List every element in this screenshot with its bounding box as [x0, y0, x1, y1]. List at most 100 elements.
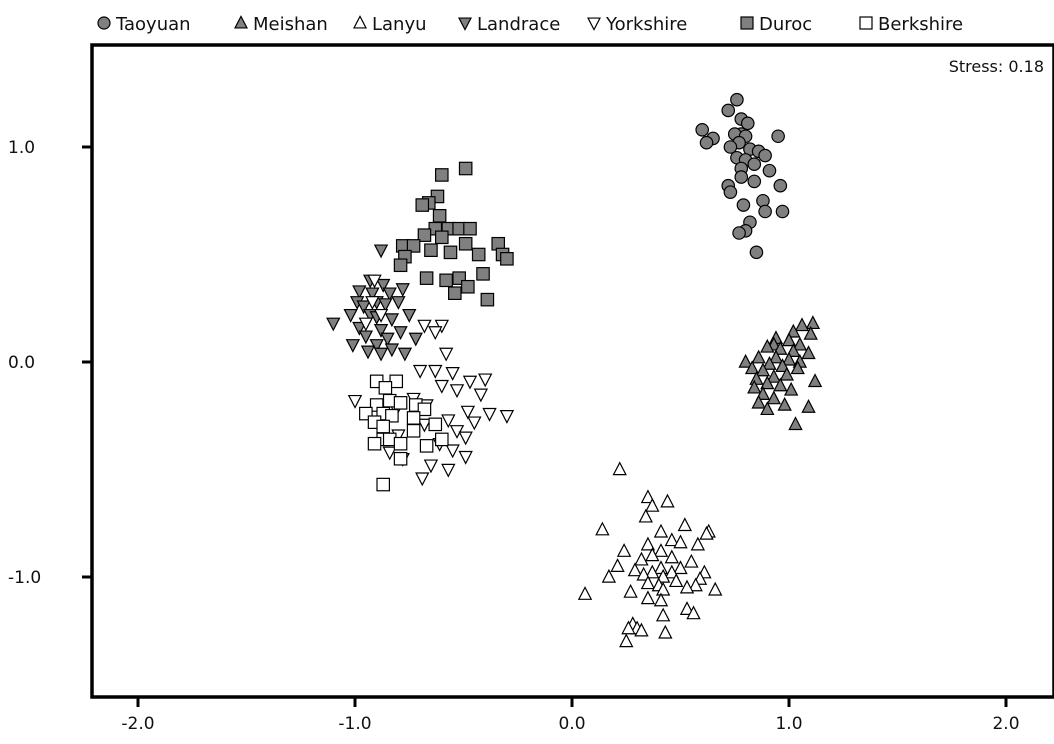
point-meishan	[792, 336, 808, 351]
point-lanyu	[623, 583, 638, 598]
point-meishan	[760, 338, 775, 353]
point-lanyu	[653, 560, 669, 575]
point-lanyu	[577, 586, 593, 600]
point-meishan	[773, 340, 788, 355]
legend-label-yorkshire: Yorkshire	[605, 14, 687, 35]
point-berkshire	[376, 477, 391, 492]
point-meishan	[801, 399, 816, 413]
series-berkshire	[359, 374, 449, 492]
point-duroc	[435, 230, 449, 245]
point-landrace	[373, 324, 389, 338]
point-duroc	[463, 221, 477, 236]
point-duroc	[458, 161, 473, 176]
point-landrace	[352, 321, 367, 336]
point-yorkshire	[473, 388, 489, 403]
point-lanyu	[627, 562, 643, 577]
point-berkshire	[406, 411, 421, 425]
point-lanyu	[612, 461, 627, 476]
point-lanyu	[645, 497, 660, 512]
point-yorkshire	[417, 418, 432, 433]
point-yorkshire	[367, 274, 382, 289]
point-lanyu	[668, 573, 684, 588]
point-yorkshire	[373, 308, 389, 323]
point-lanyu	[679, 601, 695, 615]
point-landrace	[365, 287, 380, 302]
point-lanyu	[634, 551, 649, 566]
legend-label-lanyu: Lanyu	[372, 14, 427, 35]
point-yorkshire	[458, 450, 473, 465]
point-yorkshire	[445, 444, 460, 459]
point-lanyu	[677, 517, 693, 532]
legend-marker-meishan	[234, 15, 248, 29]
point-duroc	[476, 267, 490, 281]
point-meishan	[773, 377, 788, 392]
point-yorkshire	[438, 347, 454, 362]
y-tick-label: -1.0	[8, 568, 41, 588]
point-meishan	[747, 379, 762, 394]
series-taoyuan	[695, 92, 790, 260]
point-taoyuan	[732, 226, 746, 240]
legend-marker-duroc	[740, 16, 754, 30]
point-yorkshire	[467, 416, 482, 431]
x-tick-label: 2.0	[992, 714, 1019, 734]
point-yorkshire	[482, 407, 497, 422]
point-duroc	[461, 279, 475, 294]
point-lanyu	[653, 523, 669, 538]
point-meishan	[738, 353, 753, 368]
point-meishan	[762, 356, 777, 370]
point-berkshire	[406, 424, 421, 438]
point-taoyuan	[747, 157, 762, 171]
point-meishan	[744, 360, 760, 375]
point-landrace	[356, 300, 371, 315]
point-lanyu	[655, 581, 671, 596]
point-landrace	[384, 313, 400, 328]
point-duroc	[417, 228, 432, 242]
point-taoyuan	[762, 163, 777, 178]
point-landrace	[382, 287, 397, 302]
point-yorkshire	[347, 394, 363, 409]
stress-annotation: Stress: 0.18	[949, 57, 1044, 76]
point-yorkshire	[460, 405, 476, 420]
point-taoyuan	[771, 129, 785, 144]
point-lanyu	[610, 558, 625, 572]
point-lanyu	[679, 579, 695, 594]
point-yorkshire	[499, 410, 515, 424]
point-duroc	[435, 168, 449, 182]
point-landrace	[408, 332, 423, 347]
legend-marker-taoyuan	[97, 16, 111, 30]
point-meishan	[790, 360, 805, 375]
point-berkshire	[419, 439, 434, 453]
point-meishan	[788, 416, 803, 431]
point-yorkshire	[434, 379, 449, 394]
y-tick-label: 1.0	[8, 138, 35, 158]
point-meishan	[768, 349, 784, 364]
point-yorkshire	[445, 367, 460, 381]
point-yorkshire	[358, 317, 374, 332]
point-duroc	[471, 247, 486, 262]
point-meishan	[760, 401, 775, 416]
point-duroc	[406, 239, 421, 253]
point-taoyuan	[723, 140, 738, 154]
point-taoyuan	[736, 198, 751, 212]
point-lanyu	[640, 590, 656, 605]
series-meishan	[738, 315, 823, 431]
point-meishan	[751, 349, 766, 364]
series-duroc	[393, 161, 514, 307]
point-lanyu	[708, 581, 723, 596]
legend-marker-landrace	[458, 17, 472, 31]
point-lanyu	[686, 605, 701, 620]
legend-label-taoyuan: Taoyuan	[115, 14, 191, 35]
point-taoyuan	[695, 123, 709, 137]
point-berkshire	[385, 408, 399, 423]
point-berkshire	[367, 436, 382, 451]
point-lanyu	[634, 622, 649, 637]
point-taoyuan	[747, 174, 762, 189]
point-duroc	[424, 243, 438, 257]
point-duroc	[393, 258, 408, 273]
point-meishan	[751, 394, 766, 409]
x-tick-label: 1.0	[775, 714, 802, 734]
data-points	[326, 92, 823, 648]
point-lanyu	[619, 633, 634, 648]
point-lanyu	[645, 547, 660, 562]
